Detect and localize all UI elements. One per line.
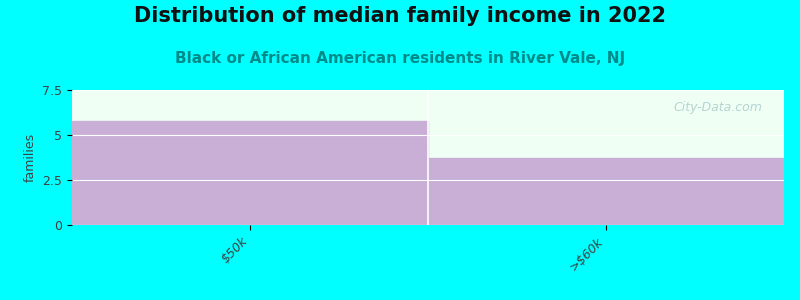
Text: Black or African American residents in River Vale, NJ: Black or African American residents in R… [175, 51, 625, 66]
Text: City-Data.com: City-Data.com [674, 101, 762, 114]
Text: Distribution of median family income in 2022: Distribution of median family income in … [134, 6, 666, 26]
Bar [428, 158, 784, 225]
Y-axis label: families: families [24, 133, 37, 182]
Bar [72, 121, 428, 225]
